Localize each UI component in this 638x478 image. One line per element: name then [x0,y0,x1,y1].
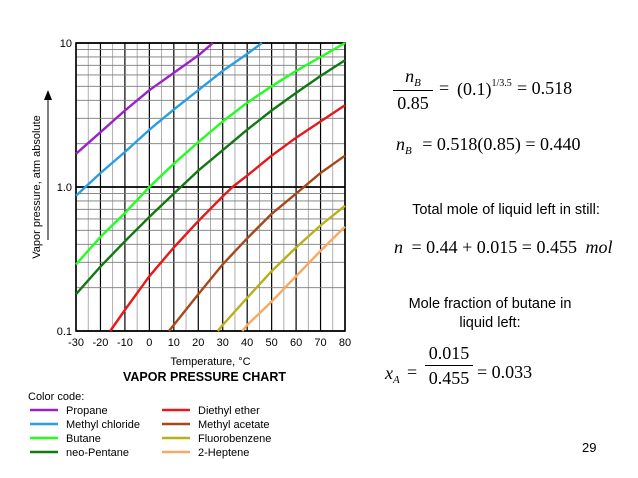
eq1-exponent: 1/3.5 [491,78,512,89]
x-tick-label: 70 [314,337,326,349]
y-axis-label: Vapor pressure, atm absolute [31,115,43,258]
legend-item: neo-Pentane [30,447,129,459]
legend-label: 2-Heptene [198,447,249,459]
x-tick-label: 0 [146,337,152,349]
eq4-numerator: 0.015 [428,343,470,363]
equation-total-moles: n = 0.44 + 0.015 = 0.455 mol [394,237,612,258]
y-tick-label: 10 [60,38,72,50]
legend-title: Color code: [28,391,84,403]
eq1-result: = 0.518 [517,78,573,98]
eq3-lhs: n [394,237,403,257]
fraction-nb-over-085: nB 0.85 [393,66,433,114]
x-axis-label: Temperature, °C [170,356,250,368]
series-line-propane [75,42,214,155]
y-tick-label: 0.1 [57,326,72,338]
mole-fraction-label-line1: Mole fraction of butane in [408,296,572,312]
plot-grid [75,42,346,332]
axes: -30 -20 -10 0 10 20 30 40 50 60 70 80 10 1.0 0.1 Temper… [31,38,351,384]
legend-item: Methyl acetate [162,419,270,431]
legend-label: Methyl acetate [198,419,270,431]
eq4-lhs: x [385,363,393,383]
series-line-methyl-acetate [167,154,346,332]
legend-item: Diethyl ether [162,405,260,417]
eq1-equals: = [439,78,450,98]
y-tick-label: 1.0 [57,182,72,194]
mole-fraction-label-line2: liquid left: [459,315,521,331]
legend-label: Fluorobenzene [198,433,271,445]
series-line-diethyl-ether [109,104,346,332]
eq1-numerator: n [405,66,415,86]
x-tick-label: 40 [241,337,253,349]
legend-item: Propane [30,405,108,417]
series-line-fluorobenzene [216,204,346,332]
chart-title: VAPOR PRESSURE CHART [123,370,286,384]
legend-label: Methyl chloride [66,419,140,431]
x-tick-label: -30 [68,337,84,349]
eq3-unit: mol [585,237,613,257]
eq2-lhs-subscript: B [405,145,412,157]
legend-label: Diethyl ether [198,405,260,417]
eq2-rhs: = 0.518(0.85) = 0.440 [422,134,581,154]
x-tick-label: -20 [93,337,109,349]
legend: Color code: Propane Methyl chloride Butane n… [28,391,271,459]
eq2-lhs: n [396,134,405,154]
equation-nb-value: nB = 0.518(0.85) = 0.440 [396,134,581,157]
series-line-methyl-chloride [75,42,263,197]
eq4-lhs-subscript: A [393,374,400,386]
legend-item: 2-Heptene [162,447,249,459]
eq1-denominator: 0.85 [397,93,429,113]
series-line-2-heptene [241,225,346,332]
x-tick-label: 80 [339,337,351,349]
total-mole-label: Total mole of liquid left in still: [412,202,600,218]
legend-label: Butane [66,433,101,445]
eq4-result: = 0.033 [477,362,533,382]
plot-frame [75,42,346,332]
eq1-numerator-subscript: B [414,77,421,89]
legend-label: neo-Pentane [66,447,129,459]
x-tick-label: 30 [217,337,229,349]
legend-item: Butane [30,433,101,445]
series-lines [75,41,346,332]
slide-number: 29 [582,440,597,455]
x-tick-label: 20 [192,337,204,349]
series-line-butane [75,41,346,266]
eq4-denominator: 0.455 [428,368,470,388]
series-line-neo-pentane [75,59,346,295]
x-tick-label: 10 [168,337,180,349]
x-tick-label: -10 [117,337,133,349]
legend-item: Fluorobenzene [162,433,271,445]
y-axis-arrow-head [44,90,52,100]
x-tick-label: 60 [290,337,302,349]
x-tick-label: 50 [266,337,278,349]
legend-label: Propane [66,405,108,417]
fraction-0015-over-0455: 0.015 0.455 [425,343,473,389]
eq3-rhs: = 0.44 + 0.015 = 0.455 [411,237,577,257]
eq4-equals: = [407,362,418,382]
eq1-base: (0.1) [457,79,492,99]
legend-item: Methyl chloride [30,419,140,431]
